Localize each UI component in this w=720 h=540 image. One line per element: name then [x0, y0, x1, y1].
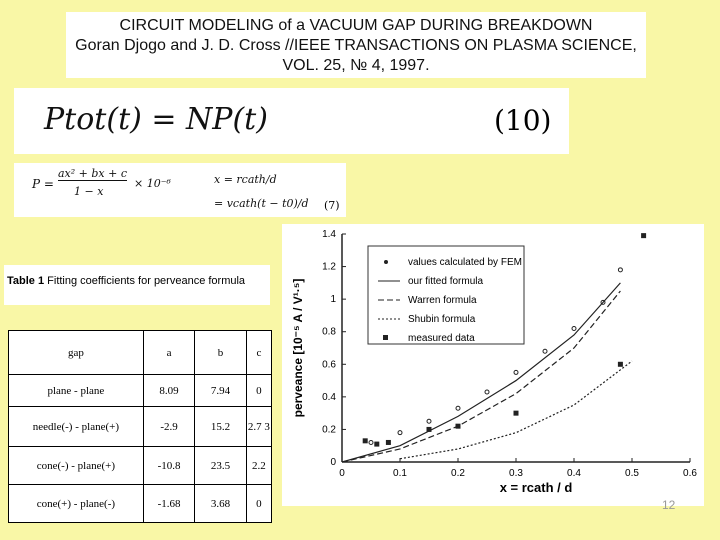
x-tick-label: 0.5 [625, 468, 639, 479]
table-cell: 0 [245, 484, 273, 523]
y-tick-label: 1 [330, 294, 336, 305]
fem-point [397, 430, 403, 436]
x-tick-label: 0.4 [567, 468, 581, 479]
y-tick-label: 0.2 [322, 424, 336, 435]
table-caption-label: Table 1 [7, 275, 45, 287]
formula-7-xdef: x = rcath/d [214, 173, 277, 186]
citation-line1: Goran Djogo and J. D. Cross //IEEE TRANS… [75, 37, 637, 54]
table-cell: cone(+) - plane(-) [8, 484, 144, 523]
slide-title: CIRCUIT MODELING of a VACUUM GAP DURING … [119, 17, 593, 34]
formula-10-number: (10) [494, 104, 552, 137]
table-caption: Table 1 Fitting coefficients for pervean… [4, 265, 270, 305]
x-tick-label: 0.3 [509, 468, 523, 479]
table-cell: 2.2 [245, 446, 273, 485]
title-box: CIRCUIT MODELING of a VACUUM GAP DURING … [66, 12, 646, 78]
x-tick-label: 0.6 [683, 468, 697, 479]
fem-point [455, 405, 461, 411]
perveance-chart: 0 0.1 0.2 0.3 0.4 0.5 0.6 0 0.2 0.4 0.6 0.8 1 1.2 1.4 x… [282, 224, 704, 506]
legend-label: Shubin formula [408, 314, 476, 325]
x-tick-label: 0 [339, 468, 345, 479]
formula-10: Ptot(t) = NP(t) (10) [14, 88, 569, 154]
formula-7-factor: × 10⁻⁶ [134, 177, 171, 190]
y-tick-label: 0.6 [322, 359, 336, 370]
table-row: plane - plane 8.09 7.94 0 [8, 374, 273, 407]
table-cell: 7.94 [194, 374, 247, 407]
table-cell: 2.7 3 [245, 406, 273, 447]
header-b: b [194, 330, 247, 375]
table-cell: 15.2 [194, 406, 247, 447]
series-line [341, 282, 621, 463]
y-tick-label: 1.4 [322, 229, 336, 240]
measured-point [426, 426, 432, 432]
formula-7-number: (7) [324, 199, 340, 212]
measured-point [362, 438, 368, 444]
fem-point [484, 389, 490, 395]
table-cell: -1.68 [142, 484, 196, 523]
table-cell: 3.68 [194, 484, 247, 523]
table-row: cone(+) - plane(-) -1.68 3.68 0 [8, 484, 273, 523]
fem-point [571, 325, 577, 331]
fem-point [513, 369, 519, 375]
series-line [399, 360, 633, 460]
y-axis-label: perveance [10⁻⁵ A / V¹·⁵] [291, 279, 305, 418]
formula-7-xdef2: = vcath(t − t0)/d [214, 197, 309, 210]
table-cell: 23.5 [194, 446, 247, 485]
table-cell: 0 [245, 374, 273, 407]
x-axis-label: x = rcath / d [500, 480, 573, 495]
series-line [341, 290, 621, 463]
legend-label: Warren formula [408, 295, 477, 306]
formula-7-lhs: P = [32, 177, 54, 191]
legend-box [367, 245, 525, 345]
table-row: needle(-) - plane(+) -2.9 15.2 2.7 3 [8, 406, 273, 447]
fem-point [542, 348, 548, 354]
header-a: a [142, 330, 196, 375]
legend-label: values calculated by FEM [408, 257, 522, 268]
measured-point [513, 410, 519, 416]
table-cell: cone(-) - plane(+) [8, 446, 144, 485]
legend-label: measured data [408, 333, 475, 344]
formula-7-numerator: ax² + bx + c [58, 167, 127, 181]
citation-line2: VOL. 25, № 4, 1997. [282, 57, 430, 74]
chart-svg: 0 0.1 0.2 0.3 0.4 0.5 0.6 0 0.2 0.4 0.6 0.8 1 1.2 1.4 x… [291, 229, 697, 495]
fem-point [368, 439, 374, 445]
formula-7: P = ax² + bx + c 1 − x × 10⁻⁶ x = rcath/… [14, 163, 346, 217]
header-gap: gap [8, 330, 144, 375]
y-tick-label: 0 [330, 457, 336, 468]
table-cell: plane - plane [8, 374, 144, 407]
table-header-row: gap a b c [8, 330, 273, 375]
formula-10-expression: Ptot(t) = NP(t) [44, 102, 268, 137]
fem-point [426, 418, 432, 424]
fem-point [617, 267, 623, 273]
table-cell: 8.09 [142, 374, 196, 407]
measured-point [385, 439, 391, 445]
table-cell: needle(-) - plane(+) [8, 406, 144, 447]
legend-marker [384, 260, 388, 264]
table-row: cone(-) - plane(+) -10.8 23.5 2.2 [8, 446, 273, 485]
table-cell: -2.9 [142, 406, 196, 447]
y-tick-label: 0.8 [322, 327, 336, 338]
measured-point [617, 361, 623, 367]
table-caption-text: Fitting coefficients for perveance formu… [44, 275, 246, 287]
legend-marker [383, 335, 388, 340]
y-tick-label: 0.4 [322, 392, 336, 403]
table-cell: -10.8 [142, 446, 196, 485]
measured-point [374, 441, 380, 447]
legend-label: our fitted formula [408, 276, 483, 287]
x-tick-label: 0.1 [393, 468, 407, 479]
page-number: 12 [662, 498, 676, 512]
x-tick-label: 0.2 [451, 468, 465, 479]
formula-7-denominator: 1 − x [74, 185, 104, 198]
y-tick-label: 1.2 [322, 262, 336, 273]
measured-point [641, 233, 647, 239]
coefficients-table: gap a b c plane - plane 8.09 7.94 0 need… [8, 330, 273, 523]
header-c: c [245, 330, 273, 375]
